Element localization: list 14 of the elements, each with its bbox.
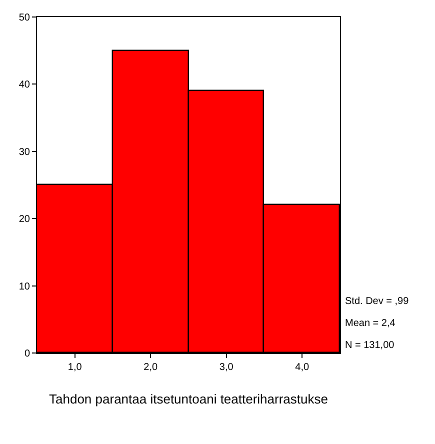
x-tick-label: 2,0: [144, 362, 158, 373]
y-tick-label: 0: [24, 348, 30, 360]
text: Mean = 2,4: [345, 318, 396, 329]
x-axis-title: Tahdon parantaa itsetuntoani teatteriharrastukse: [49, 392, 328, 407]
text: Std. Dev = ,99: [345, 296, 410, 307]
y-tick-label: 50: [18, 12, 30, 24]
x-tick-label: 1,0: [68, 362, 82, 373]
x-tick-label: 3,0: [219, 362, 234, 373]
y-tick-label: 20: [18, 214, 30, 226]
y-tick-label: 10: [18, 281, 30, 292]
x-tick-label: 4,0: [295, 362, 310, 373]
y-tick-label: 40: [18, 80, 30, 91]
y-tick-label: 30: [18, 146, 30, 158]
text: N = 131,00: [345, 340, 395, 351]
